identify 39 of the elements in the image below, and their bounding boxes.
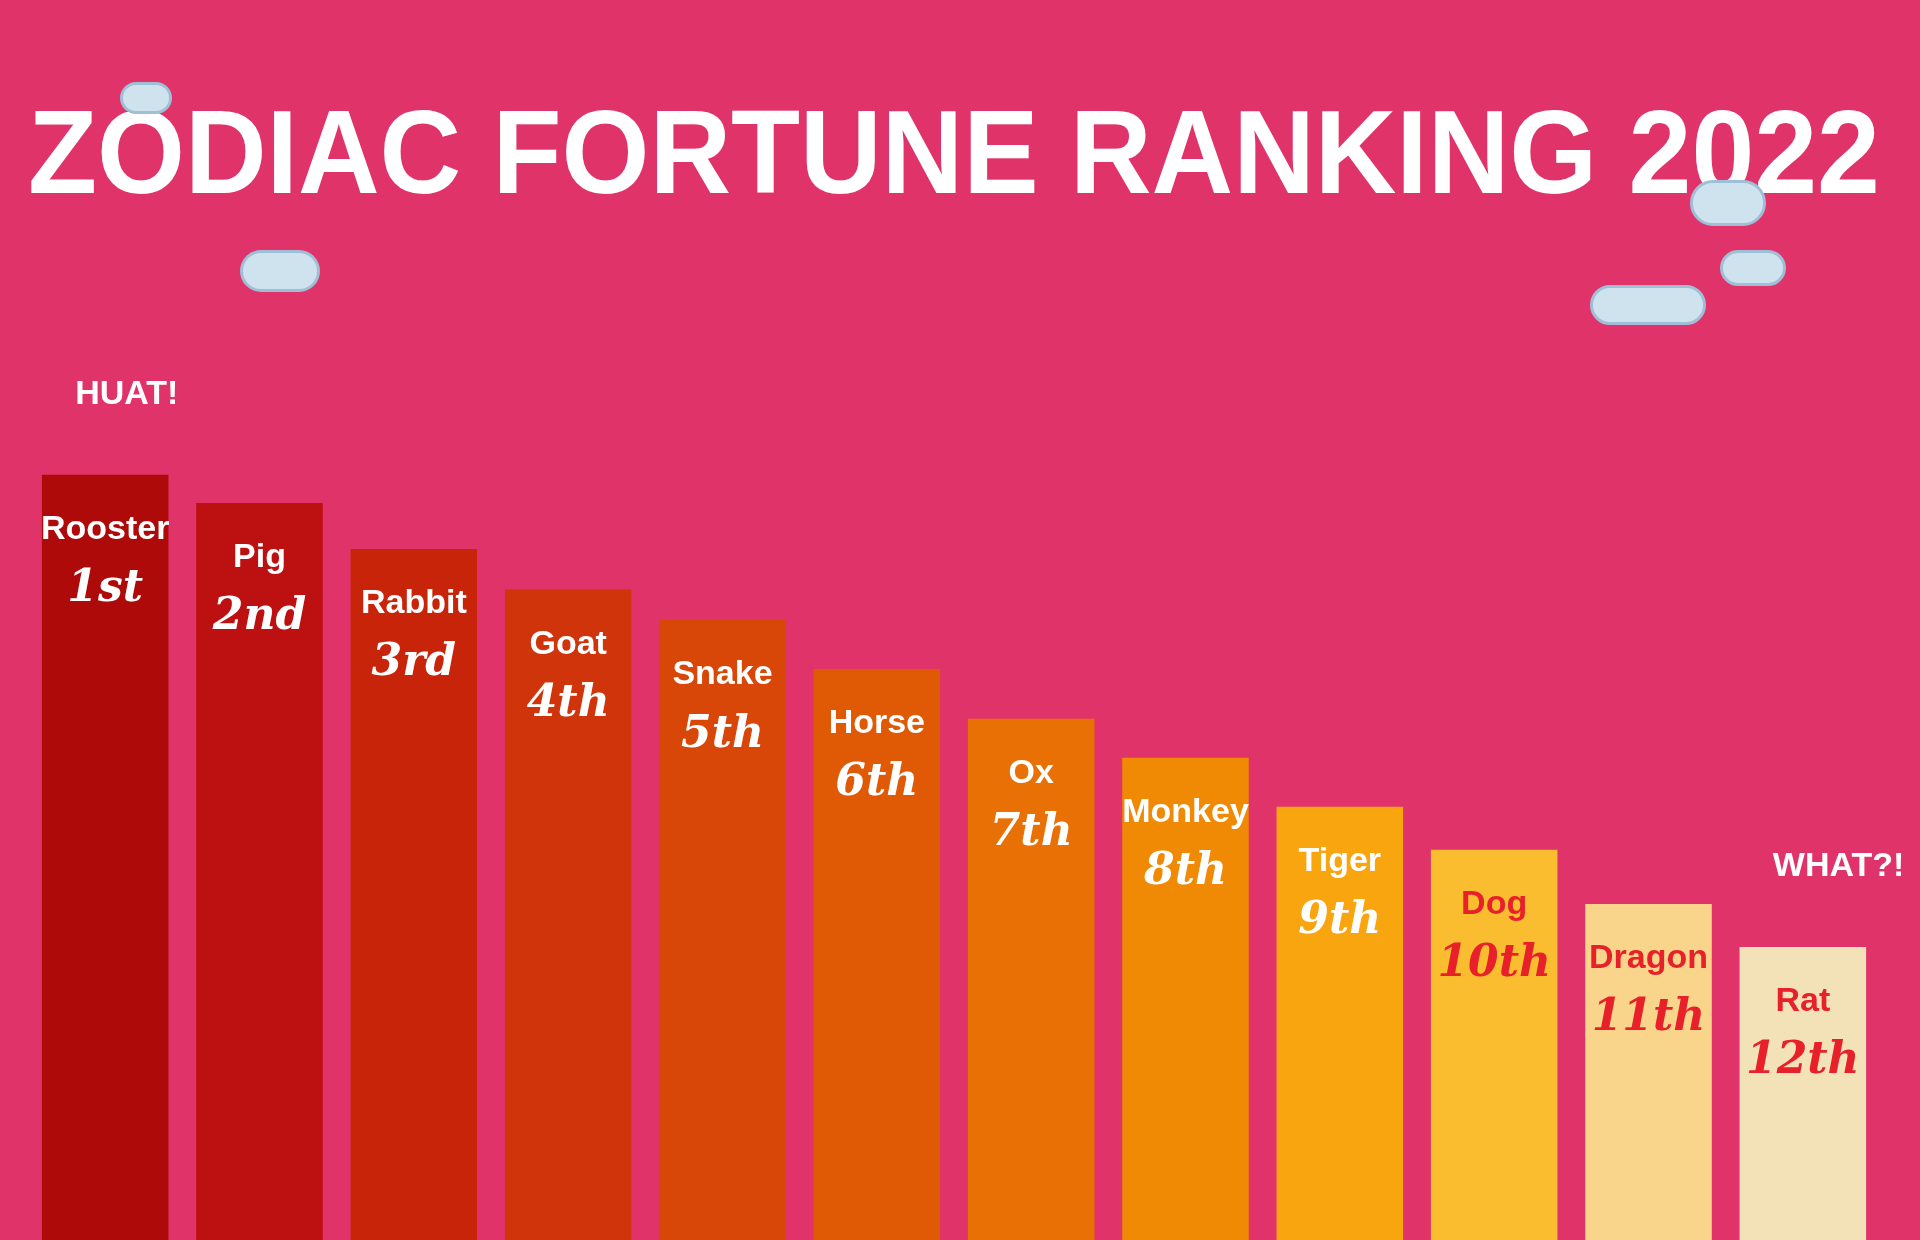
annotation: 4th: [526, 674, 610, 726]
x-tick-label: Monkey: [1122, 791, 1249, 830]
bar: [504, 589, 632, 1240]
x-tick-label: Rat: [1775, 980, 1831, 1019]
x-tick-label: Tiger: [1298, 840, 1382, 879]
x-tick-label: Snake: [672, 653, 773, 692]
x-tick-label: Pig: [233, 536, 286, 575]
x-tick-label: Goat: [529, 622, 607, 661]
x-tick-label: Rabbit: [360, 582, 467, 621]
bar: [1122, 757, 1249, 1240]
bar: [1276, 806, 1404, 1240]
annotation: WHAT?!: [1772, 845, 1905, 884]
bar: [1430, 849, 1558, 1240]
bar: [967, 718, 1095, 1240]
annotation: 6th: [835, 754, 919, 806]
annotation: 3rd: [371, 634, 457, 686]
bar: [813, 669, 941, 1240]
bar: [350, 548, 478, 1240]
bar: [1739, 946, 1867, 1240]
annotation: 12th: [1746, 1032, 1860, 1084]
annotation: 10th: [1437, 935, 1551, 987]
x-tick-label: Ox: [1008, 752, 1054, 791]
annotation: 7th: [989, 804, 1073, 856]
annotation: 9th: [1298, 892, 1382, 944]
x-tick-label: Rooster: [40, 508, 170, 547]
annotation: HUAT!: [75, 373, 179, 412]
bar: [659, 620, 786, 1240]
x-tick-label: Dragon: [1589, 937, 1708, 976]
x-tick-label: Horse: [828, 702, 926, 741]
chart-title: ZODIAC FORTUNE RANKING 2022: [28, 86, 1880, 218]
annotation: 8th: [1143, 843, 1227, 895]
annotation: 11th: [1591, 989, 1706, 1041]
annotation: 1st: [67, 560, 144, 612]
annotation: 2nd: [211, 588, 307, 640]
bar: [196, 502, 323, 1240]
x-tick-label: Dog: [1461, 883, 1528, 922]
annotation: 5th: [681, 705, 764, 757]
bar: [1585, 904, 1712, 1240]
bar: [41, 474, 169, 1240]
